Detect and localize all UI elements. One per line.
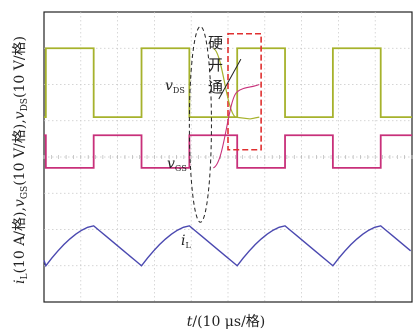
annotation-ellipse <box>188 26 212 223</box>
annotation-layer <box>188 26 262 223</box>
annotation-char-3: 通 <box>208 78 223 96</box>
series-label-vgs: vGS <box>167 156 187 173</box>
x-axis-label: t/(10 μs/格) <box>187 314 266 330</box>
y-axis-label: iL(10 A/格),vGS(10 V/格),vDS(10 V/格) <box>12 36 30 284</box>
series-label-il: iL <box>181 233 191 250</box>
series-label-vds: vDS <box>165 78 185 95</box>
annotation-char-2: 开 <box>208 56 223 74</box>
vgs-transient <box>212 83 260 169</box>
annotation-red-box <box>227 32 262 151</box>
annotation-leader <box>218 58 242 100</box>
grid <box>43 12 413 302</box>
series-layer <box>43 47 412 268</box>
vds-transient <box>212 47 260 120</box>
series-il-line <box>43 225 412 268</box>
series-vds-line <box>44 47 412 119</box>
series-vgs-line <box>44 134 412 169</box>
annotation-char-1: 硬 <box>208 34 223 52</box>
